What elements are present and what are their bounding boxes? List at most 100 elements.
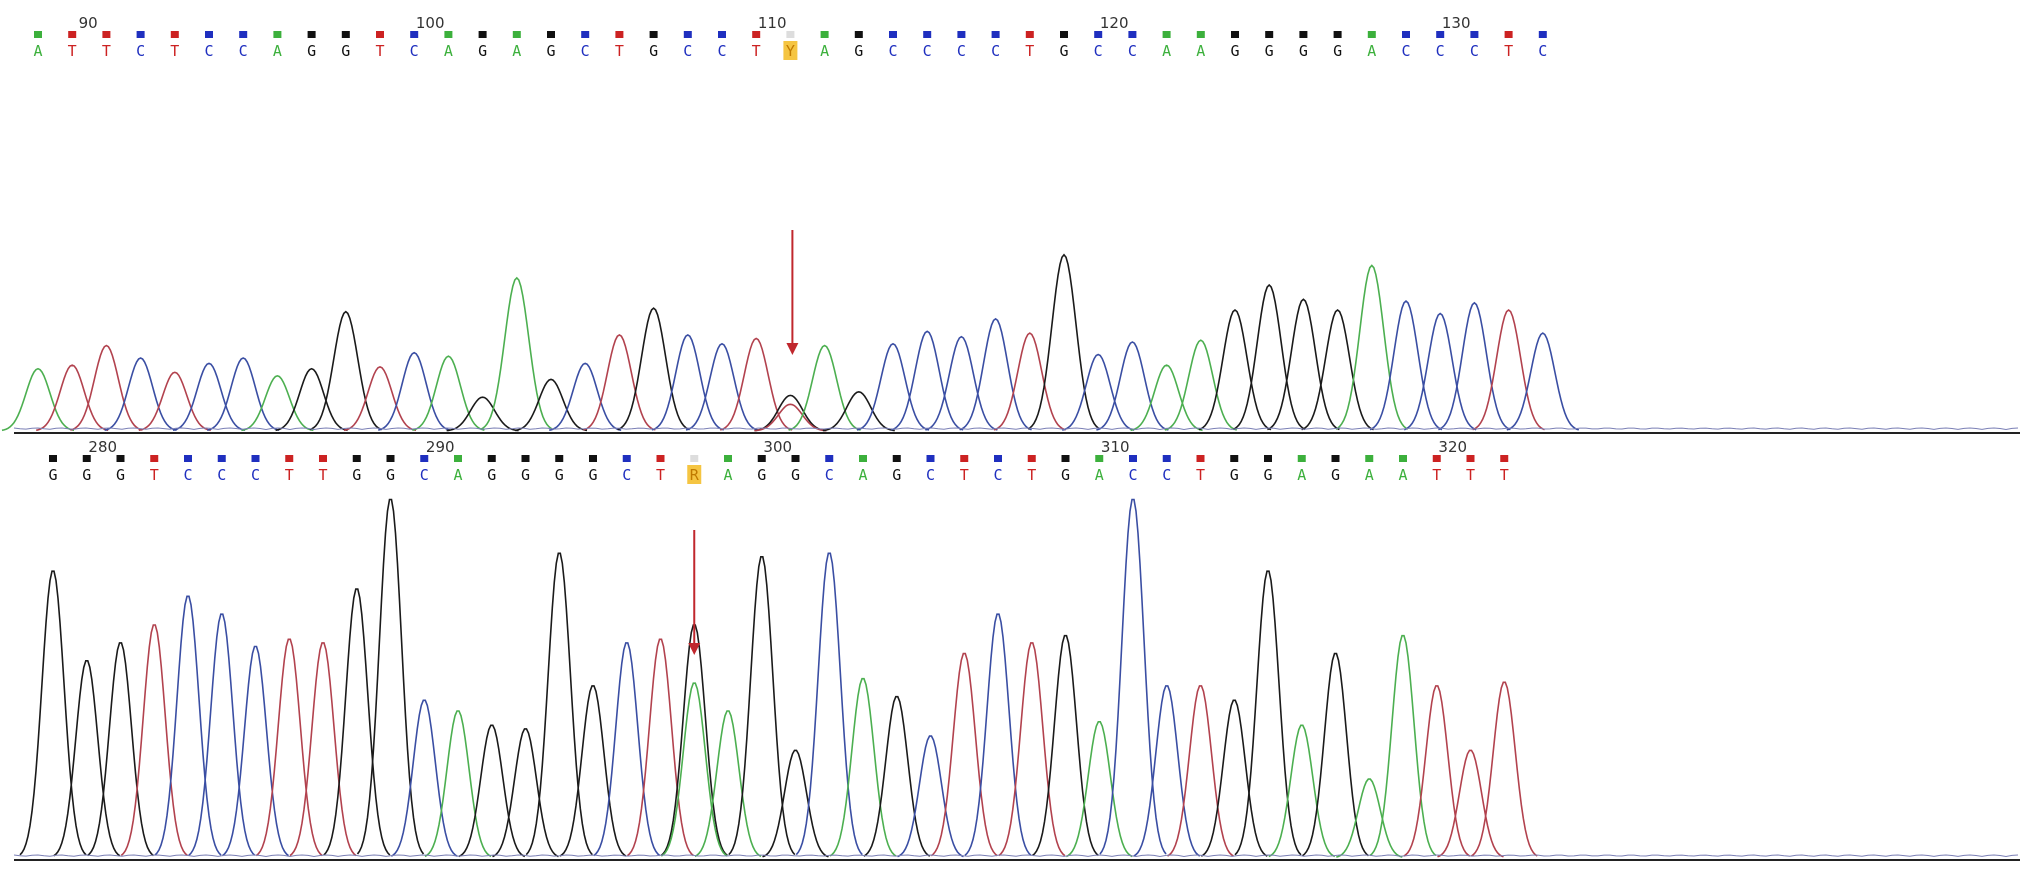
base-marker: [825, 455, 834, 462]
base-marker: [1538, 31, 1547, 38]
base-letter: T: [1466, 466, 1475, 484]
base-letter: T: [1500, 466, 1509, 484]
base-marker: [724, 455, 732, 462]
trace-peak: [492, 728, 559, 858]
trace-peak: [856, 342, 930, 431]
trace-peak: [660, 624, 728, 856]
trace-peak: [651, 333, 725, 431]
base-marker: [239, 31, 248, 38]
base-letter: G: [555, 466, 564, 484]
position-label: 90: [79, 14, 98, 32]
trace-peak: [154, 595, 222, 856]
trace-peak: [19, 570, 87, 856]
base-letter: C: [136, 42, 145, 60]
base-marker: [1333, 31, 1342, 38]
trace-peak: [626, 638, 695, 857]
trace-peak: [390, 699, 458, 857]
base-marker: [991, 31, 1000, 38]
trace-peak: [1369, 300, 1443, 431]
base-marker: [352, 455, 361, 462]
position-label: 280: [88, 438, 117, 456]
base-letter: G: [116, 466, 125, 484]
base-letter: A: [858, 466, 867, 484]
base-marker: [757, 455, 766, 462]
ambiguous-highlight: [783, 41, 798, 60]
panel-top: 90 100 110 120 130 A T T C T C C A G G T C A G A G C T G C C T Y A G C…: [1, 14, 2020, 434]
base-letter: C: [1128, 42, 1137, 60]
trace-peak: [959, 317, 1032, 431]
trace-peak: [138, 371, 211, 432]
trace-peak: [930, 652, 998, 857]
trace-peak: [241, 374, 314, 432]
base-letter: C: [622, 466, 631, 484]
base-marker: [1129, 455, 1137, 462]
trace-peak: [1301, 308, 1374, 431]
base-marker: [184, 455, 192, 462]
trace-peak: [1472, 308, 1545, 431]
base-letter: C: [1162, 466, 1171, 484]
base-letter: C: [1436, 42, 1445, 60]
base-marker: [150, 455, 159, 462]
base-marker: [1128, 31, 1137, 38]
trace-peak: [104, 357, 177, 431]
base-letter: G: [649, 42, 658, 60]
base-marker: [957, 31, 966, 38]
base-letter: G: [478, 42, 487, 60]
base-letter: G: [48, 466, 57, 484]
base-marker: [656, 455, 665, 462]
base-marker: [1095, 455, 1104, 462]
base-letter: C: [1094, 42, 1103, 60]
base-marker: [478, 31, 487, 38]
trace-peak: [1336, 778, 1403, 858]
trace-peak: [1302, 652, 1369, 857]
trace-peak: [829, 677, 897, 857]
trace-peak: [685, 342, 759, 431]
base-marker: [444, 31, 453, 38]
base-marker: [923, 31, 932, 38]
base-marker: [752, 31, 761, 38]
position-label: 120: [1100, 14, 1129, 32]
base-marker: [49, 455, 57, 462]
base-marker: [1399, 455, 1407, 462]
base-marker: [319, 455, 327, 462]
base-letter: C: [204, 42, 213, 60]
trace-peak: [1, 367, 75, 432]
base-marker: [1027, 455, 1036, 462]
ambiguous-highlight: [687, 465, 702, 484]
base-letter: T: [615, 42, 624, 60]
trace-peak: [207, 357, 280, 431]
trace-peak: [1133, 685, 1201, 857]
trace-peak: [1167, 685, 1234, 857]
trace-peak: [222, 645, 289, 857]
base-marker: [512, 31, 521, 38]
trace-peak: [762, 749, 829, 858]
base-marker: [420, 455, 429, 462]
base-letter: T: [318, 466, 327, 484]
base-letter: G: [1299, 42, 1308, 60]
trace-peak: [1438, 301, 1511, 431]
base-letter: A: [453, 466, 462, 484]
base-letter: C: [251, 466, 260, 484]
position-label: 110: [758, 14, 787, 32]
position-label: 300: [763, 438, 792, 456]
base-letter: T: [285, 466, 294, 484]
base-marker: [1504, 31, 1513, 38]
base-marker: [102, 31, 111, 38]
base-marker: [1025, 31, 1034, 38]
trace-peak: [1335, 264, 1409, 430]
base-marker: [251, 455, 260, 462]
base-marker: [1196, 31, 1205, 38]
base-marker: [683, 31, 692, 38]
trace-peak: [343, 366, 417, 432]
trace-peak: [925, 335, 998, 431]
base-letter: G: [854, 42, 863, 60]
base-letter: T: [150, 466, 159, 484]
trace-peak: [728, 556, 796, 856]
base-marker: [1331, 455, 1340, 462]
trace-peak: [86, 642, 155, 857]
base-marker: [82, 455, 91, 462]
position-label: 320: [1438, 438, 1467, 456]
base-letter: A: [723, 466, 732, 484]
trace-peak: [897, 735, 964, 858]
base-letter: R: [690, 466, 700, 484]
